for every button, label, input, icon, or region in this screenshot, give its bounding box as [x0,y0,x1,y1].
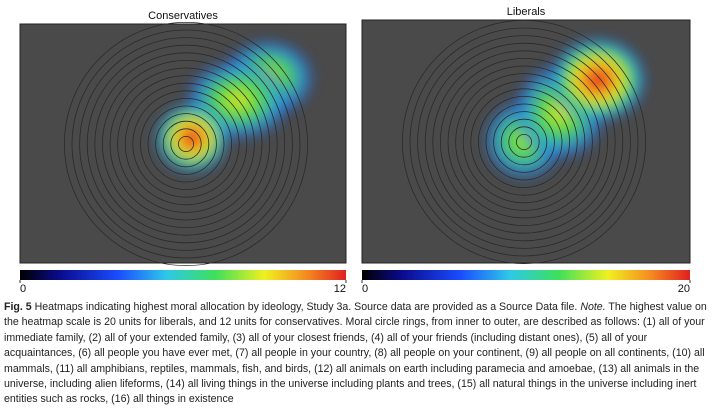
moral-ring [139,98,232,190]
colorbar-tick-label: 0 [20,283,26,295]
colorbar [362,270,690,280]
colorbar-tick-label: 20 [678,283,690,295]
moral-ring [64,22,308,266]
colorbar [20,270,346,280]
panel-title: Liberals [507,6,546,18]
moral-ring [401,20,646,264]
moral-ring [71,29,301,259]
moral-ring [409,27,639,257]
moral-ring [147,105,225,183]
moral-ring [170,128,202,160]
moral-ring [493,111,555,173]
caption-note-text: The highest value on the heatmap scale i… [4,301,707,406]
moral-ring [79,37,293,251]
colorbar-tick-label: 12 [334,283,346,295]
moral-ring [424,42,624,242]
moral-ring [177,135,194,152]
moral-ring [470,88,578,196]
moral-ring [155,113,217,175]
moral-ring [124,82,248,206]
moral-ring [508,126,540,158]
caption-note-label: Note. [580,301,606,313]
moral-ring [109,67,263,221]
moral-ring [94,52,278,236]
figure: Conservatives 0 12 Liberals 0 20 [19,6,691,295]
colorbar-tick-label: 0 [362,283,368,295]
moral-ring [500,118,548,166]
moral-ring [455,73,593,211]
moral-ring [439,58,608,226]
moral-ring [417,35,631,249]
moral-ring [432,50,616,234]
moral-ring [516,133,533,150]
moral-ring [117,75,255,213]
moral-ring [477,96,570,188]
caption-label: Fig. 5 [4,301,32,313]
moral-ring [162,120,210,168]
heat-blob [154,102,230,174]
caption-text: Heatmaps indicating highest moral alloca… [31,301,581,313]
moral-ring [447,65,601,219]
moral-ring [86,44,286,244]
panel-title: Conservatives [148,10,218,22]
moral-ring [462,80,586,204]
heat-blob [548,36,648,124]
caption: Fig. 5 Heatmaps indicating highest moral… [4,300,710,408]
heatmap-blobs [482,36,648,182]
moral-ring [485,103,563,181]
moral-ring [102,60,270,228]
moral-ring [132,90,240,198]
